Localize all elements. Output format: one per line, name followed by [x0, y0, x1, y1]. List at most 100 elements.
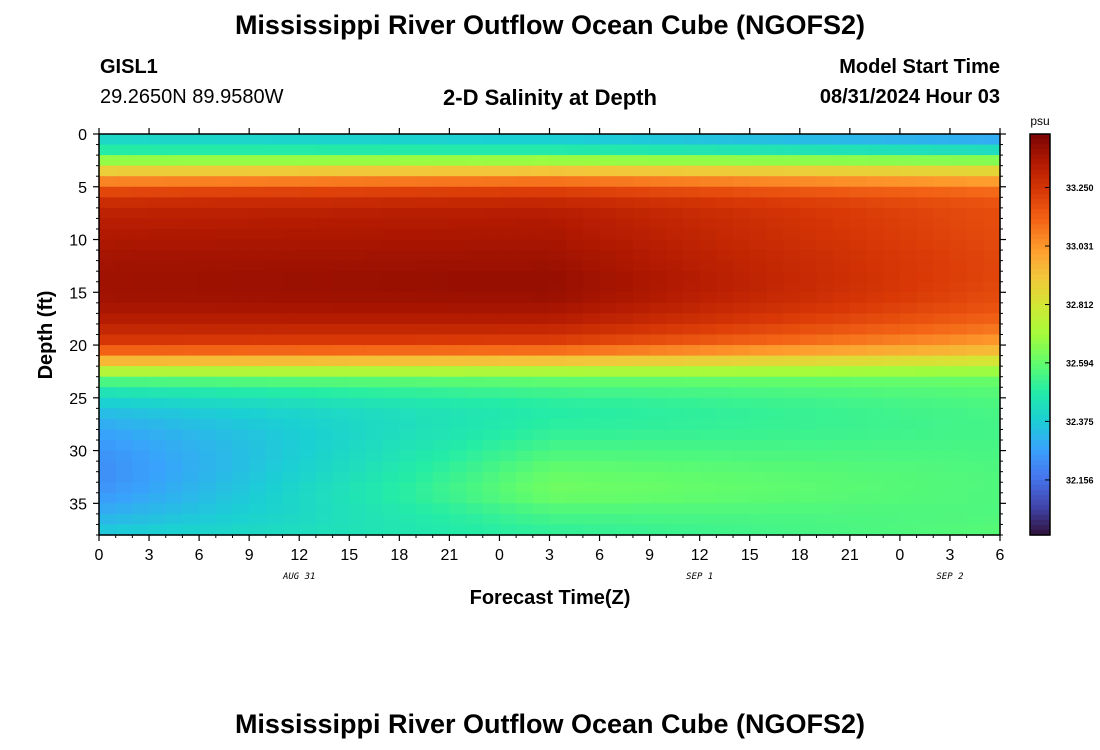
- heatmap-cell: [549, 207, 567, 220]
- heatmap-cell: [349, 271, 367, 283]
- heatmap-cell: [449, 323, 467, 336]
- heatmap-cell: [315, 313, 334, 325]
- heatmap-cell: [716, 524, 734, 536]
- heatmap-cell: [716, 334, 734, 346]
- heatmap-cell: [215, 207, 234, 220]
- heatmap-cell: [532, 218, 551, 230]
- heatmap-cell: [115, 482, 133, 494]
- heatmap-cell: [899, 408, 918, 420]
- colorbar-segment: [1030, 259, 1050, 265]
- heatmap-cell: [549, 482, 567, 494]
- colorbar-segment: [1030, 329, 1050, 336]
- heatmap-cell: [916, 323, 934, 336]
- heatmap-cell: [599, 355, 617, 367]
- heatmap-cell: [632, 450, 651, 462]
- heatmap-cell: [883, 302, 901, 314]
- colorbar-segment: [1030, 244, 1050, 250]
- heatmap-cell: [516, 408, 534, 420]
- colorbar-segment: [1030, 264, 1050, 270]
- heatmap-cell: [733, 482, 751, 494]
- heatmap-cell: [282, 503, 300, 515]
- heatmap-cell: [849, 197, 868, 209]
- heatmap-cell: [649, 492, 667, 504]
- heatmap-cell: [432, 155, 450, 167]
- colorbar-segment: [1030, 184, 1050, 190]
- heatmap-cell: [549, 165, 567, 177]
- heatmap-cell: [532, 440, 551, 452]
- heatmap-cell: [682, 345, 701, 357]
- heatmap-cell: [933, 250, 951, 262]
- heatmap-cell: [849, 524, 868, 536]
- heatmap-cell: [99, 513, 117, 526]
- heatmap-cell: [399, 492, 417, 504]
- heatmap-cell: [983, 292, 1001, 304]
- heatmap-cell: [499, 429, 517, 441]
- heatmap-cell: [733, 165, 751, 177]
- heatmap-cell: [833, 450, 851, 462]
- heatmap-cell: [966, 239, 984, 251]
- heatmap-cell: [699, 418, 717, 431]
- heatmap-cell: [632, 513, 651, 526]
- heatmap-cell: [416, 334, 434, 346]
- heatmap-cell: [232, 207, 250, 220]
- heatmap-cell: [966, 186, 984, 198]
- heatmap-cell: [516, 524, 534, 536]
- heatmap-cell: [616, 387, 634, 399]
- heatmap-cell: [132, 440, 150, 452]
- heatmap-cell: [299, 461, 317, 473]
- heatmap-cell: [783, 482, 801, 494]
- heatmap-cell: [599, 292, 617, 304]
- heatmap-cell: [749, 155, 768, 167]
- heatmap-cell: [99, 471, 117, 483]
- heatmap-cell: [549, 292, 567, 304]
- heatmap-cell: [833, 323, 851, 336]
- heatmap-cell: [516, 292, 534, 304]
- heatmap-cell: [449, 334, 467, 346]
- heatmap-cell: [282, 302, 300, 314]
- heatmap-cell: [799, 471, 818, 483]
- heatmap-cell: [449, 513, 467, 526]
- heatmap-cell: [482, 450, 501, 462]
- heatmap-cell: [99, 503, 117, 515]
- heatmap-cell: [149, 207, 167, 220]
- heatmap-cell: [933, 471, 951, 483]
- heatmap-cell: [332, 345, 350, 357]
- heatmap-cell: [516, 397, 534, 409]
- heatmap-cell: [749, 176, 768, 188]
- heatmap-cell: [532, 450, 551, 462]
- heatmap-cell: [549, 334, 567, 346]
- heatmap-cell: [449, 376, 467, 388]
- heatmap-cell: [249, 429, 267, 441]
- heatmap-cell: [733, 302, 751, 314]
- colorbar-segment: [1030, 334, 1050, 341]
- heatmap-cell: [949, 186, 968, 198]
- heatmap-cell: [182, 355, 200, 367]
- heatmap-cell: [215, 313, 234, 325]
- heatmap-cell: [983, 503, 1001, 515]
- heatmap-cell: [165, 218, 184, 230]
- heatmap-cell: [482, 239, 501, 251]
- heatmap-cell: [616, 513, 634, 526]
- heatmap-cell: [666, 334, 684, 346]
- heatmap-cell: [249, 471, 267, 483]
- heatmap-cell: [399, 197, 417, 209]
- heatmap-cell: [482, 134, 501, 146]
- heatmap-cell: [899, 503, 918, 515]
- heatmap-cell: [416, 260, 434, 272]
- heatmap-cell: [866, 197, 884, 209]
- heatmap-cell: [649, 260, 667, 272]
- heatmap-cell: [466, 292, 484, 304]
- heatmap-cell: [883, 176, 901, 188]
- heatmap-cell: [599, 176, 617, 188]
- heatmap-cell: [916, 471, 934, 483]
- heatmap-cell: [549, 134, 567, 146]
- heatmap-cell: [733, 176, 751, 188]
- heatmap-cell: [649, 271, 667, 283]
- heatmap-cell: [449, 450, 467, 462]
- heatmap-cell: [432, 503, 450, 515]
- heatmap-cell: [866, 155, 884, 167]
- heatmap-cell: [332, 186, 350, 198]
- heatmap-cell: [132, 429, 150, 441]
- heatmap-cell: [99, 281, 117, 293]
